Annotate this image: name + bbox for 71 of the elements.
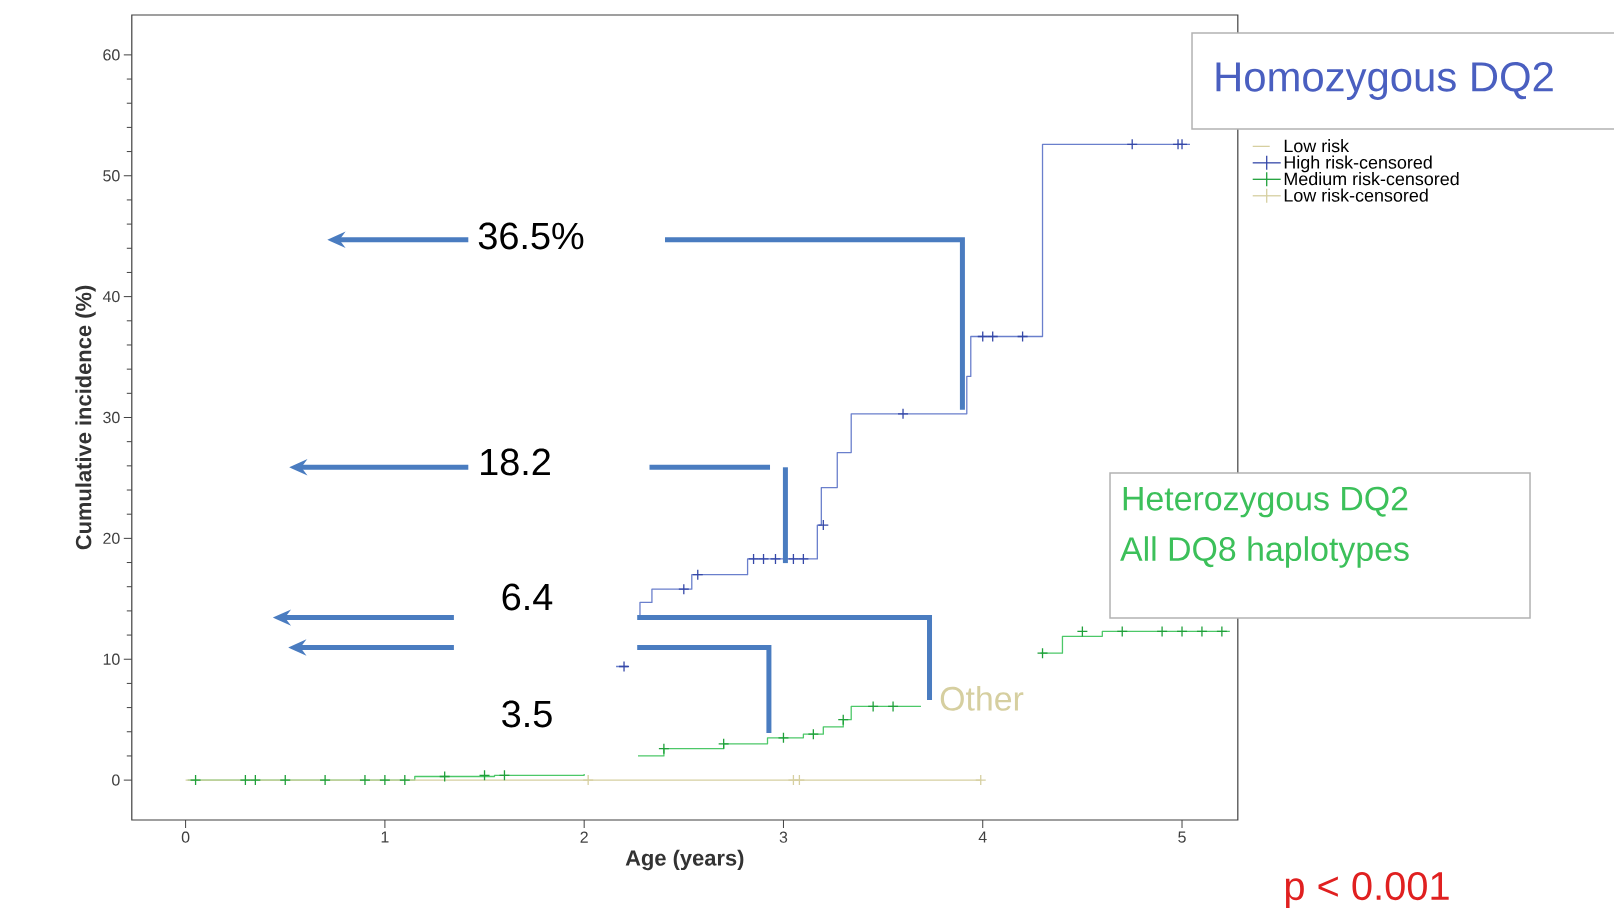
annotation: 36.5% [478,222,584,250]
point [837,714,849,726]
y-tick-label: 30 [103,411,120,424]
x-tick-label: 3 [779,831,788,843]
annotation: Homozygous DQ2 [1216,62,1553,100]
point [249,774,262,786]
legend-label: High risk-censored [1284,155,1432,173]
point [359,774,371,786]
annotation: 3.5 [502,700,552,728]
point [618,660,630,673]
y-tick-label: 0 [112,774,120,786]
y-tick-label: 40 [102,290,120,303]
point [1176,138,1188,150]
point [1156,625,1168,638]
point [1216,625,1228,638]
point [807,728,819,740]
point [1076,625,1089,638]
point [1196,625,1208,638]
x-axis-title: Age (years) [625,849,744,871]
y-axis-title: Cumulative incidence (%) [75,285,96,550]
point [189,774,202,786]
legend-label: Low risk [1284,139,1350,153]
point [797,553,810,565]
point [867,700,879,713]
point [658,743,670,755]
point [977,330,989,343]
point [1176,625,1188,638]
point [239,774,252,786]
point [279,774,291,786]
y-tick-label: 60 [103,49,120,61]
point [498,769,511,781]
point [379,774,391,786]
point [887,700,899,713]
point [1116,625,1128,638]
point [718,738,730,750]
point [582,774,594,786]
point [439,770,451,783]
annotation: 6.4 [502,583,553,611]
x-tick-label: 0 [181,831,190,843]
x-tick-label: 2 [580,831,588,843]
point [678,583,690,595]
point [1036,647,1049,659]
y-tick-label: 50 [103,170,120,182]
point [897,408,909,420]
annotation: Heterozygous DQ2 [1123,486,1408,518]
annotation: Other [940,685,1024,711]
point [399,774,411,786]
point [777,732,790,744]
y-tick-label: 20 [103,532,120,545]
point [769,553,782,565]
annotation: 18.2 [481,448,550,476]
point [793,774,806,786]
point [478,769,491,781]
legend-label: Low risk-censored [1284,188,1428,202]
point [747,553,760,565]
legend-label: Medium risk-censored [1284,172,1459,186]
point [975,774,987,786]
point [319,774,331,786]
text: p < 0.001 [1285,871,1449,909]
x-tick-label: 5 [1178,831,1186,843]
annotation: All DQ8 haplotypes [1120,536,1409,568]
point [1016,330,1029,343]
point [787,553,800,565]
x-tick-label: 1 [381,831,389,843]
x-tick-label: 4 [978,831,987,843]
point [1126,138,1138,150]
point [692,568,704,581]
point [817,519,829,531]
y-tick-label: 10 [103,653,120,665]
point [757,553,770,565]
point [987,330,999,343]
